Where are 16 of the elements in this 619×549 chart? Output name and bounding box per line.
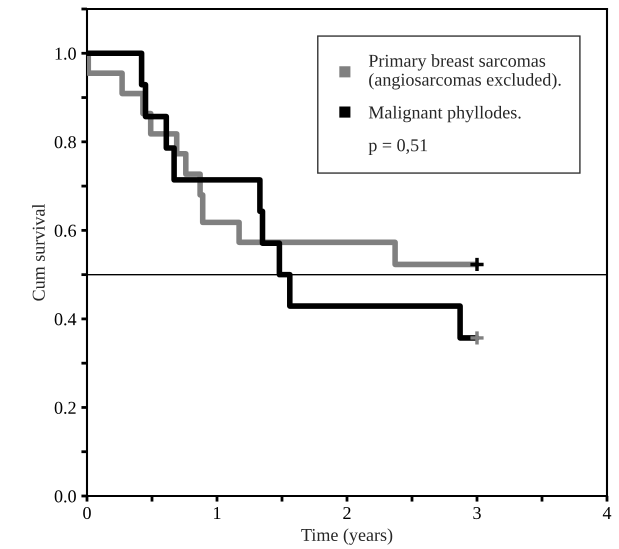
y-tick-label: 0.4 <box>54 313 76 326</box>
annotation: p = 0,51 <box>368 139 428 156</box>
legend-label: Malignant phyllodes. <box>368 106 521 122</box>
x-tick-label: 1 <box>214 507 220 519</box>
y-axis-title: Cum survival <box>32 204 45 301</box>
y-tick-label: 0.8 <box>54 136 76 148</box>
x-tick-label: 0 <box>83 506 91 520</box>
y-tick-label: 0.0 <box>54 490 76 503</box>
x-tick-label: 4 <box>602 507 612 519</box>
y-tick-label: 0.6 <box>54 224 76 237</box>
y-tick-label: 1.0 <box>56 48 76 60</box>
x-axis-title: Time (years) <box>301 528 392 545</box>
x-tick-label: 2 <box>343 506 351 519</box>
legend-label: Primary breast sarcomas (angiosarcomas excluded). <box>368 54 561 90</box>
y-tick-label: 0.2 <box>54 402 76 414</box>
x-tick-label: 3 <box>473 506 481 520</box>
